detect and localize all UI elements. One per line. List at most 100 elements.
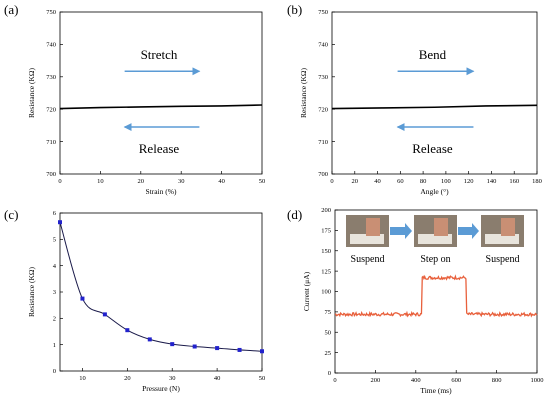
chart-strain: (a) 0 10 20 30 40 50 700 710 720 730 740 750 Strain (… xyxy=(4,2,265,196)
y-axis-title: Current (μA) xyxy=(302,271,311,311)
x-tick-label: 40 xyxy=(214,375,221,382)
phase-label: Suspend xyxy=(486,254,520,265)
y-tick-label: 6 xyxy=(53,210,57,217)
y-axis-title: Resistance (KΩ) xyxy=(299,68,308,118)
panel-label: (a) xyxy=(4,2,18,17)
y-tick-label: 750 xyxy=(318,9,328,16)
y-tick-label: 2 xyxy=(53,316,56,323)
x-tick-label: 10 xyxy=(97,178,104,185)
x-tick-label: 60 xyxy=(397,178,404,185)
y-tick-label: 5 xyxy=(53,237,56,244)
phase-label: Suspend xyxy=(351,254,385,265)
y-axis-title: Resistance (KΩ) xyxy=(27,267,36,317)
photo-paper xyxy=(485,234,519,244)
series-line xyxy=(334,274,538,318)
plot-frame xyxy=(331,11,538,175)
x-axis-title: Time (ms) xyxy=(420,386,452,395)
y-tick-label: 100 xyxy=(321,289,331,296)
chart-pressure: (c) 10 20 30 40 50 0 1 2 3 4 5 6 Pressure (N) Resistan… xyxy=(4,207,265,393)
x-tick-label: 800 xyxy=(492,377,502,384)
x-tick-label: 400 xyxy=(411,377,421,384)
data-point xyxy=(102,312,107,317)
data-point xyxy=(260,349,264,354)
phase-arrow xyxy=(390,223,412,239)
y-tick-label: 730 xyxy=(318,74,328,81)
inset-photo-3 xyxy=(481,215,524,247)
photo-foot xyxy=(366,218,380,236)
inset-photo-2 xyxy=(414,215,457,247)
y-tick-label: 0 xyxy=(328,370,331,377)
x-tick-label: 40 xyxy=(218,178,225,185)
x-tick-label: 20 xyxy=(124,375,131,382)
y-tick-label: 125 xyxy=(321,268,331,275)
panel-label: (b) xyxy=(287,2,302,17)
photo-foot xyxy=(501,218,515,236)
data-point xyxy=(125,328,130,333)
x-tick-label: 20 xyxy=(138,178,145,185)
y-tick-label: 4 xyxy=(53,263,57,270)
x-tick-label: 140 xyxy=(487,178,497,185)
x-axis-title: Strain (%) xyxy=(145,187,177,196)
phase-label: Step on xyxy=(420,254,450,265)
y-tick-label: 50 xyxy=(325,329,332,336)
data-point xyxy=(192,344,197,349)
y-tick-label: 750 xyxy=(46,9,56,16)
series-line xyxy=(331,104,538,110)
photo-paper xyxy=(350,234,384,244)
photo-paper xyxy=(418,234,452,244)
x-tick-label: 120 xyxy=(464,178,474,185)
panel-label: (c) xyxy=(4,207,18,222)
y-tick-label: 25 xyxy=(325,350,332,357)
x-tick-label: 0 xyxy=(330,178,333,185)
series-line xyxy=(59,104,263,110)
photo-foot xyxy=(434,218,448,236)
y-tick-label: 150 xyxy=(321,248,331,255)
y-tick-label: 730 xyxy=(46,74,56,81)
x-tick-label: 20 xyxy=(352,178,359,185)
x-tick-label: 30 xyxy=(178,178,185,185)
y-tick-label: 700 xyxy=(46,171,56,178)
annotation-bottom: Release xyxy=(139,141,180,156)
x-tick-label: 50 xyxy=(259,375,266,382)
y-tick-label: 0 xyxy=(53,368,56,375)
x-tick-label: 200 xyxy=(371,377,381,384)
y-tick-label: 720 xyxy=(46,106,56,113)
x-tick-label: 40 xyxy=(374,178,381,185)
y-tick-label: 740 xyxy=(318,42,328,49)
x-tick-label: 80 xyxy=(420,178,427,185)
inset-photo-1 xyxy=(346,215,389,247)
chart-current: (d) 0 200 400 600 800 1000 0 25 50 75 100 125 150 175 2… xyxy=(287,207,544,395)
data-point xyxy=(237,347,242,352)
x-tick-label: 160 xyxy=(509,178,519,185)
y-tick-label: 200 xyxy=(321,207,331,214)
chart-bend: (b) 0 20 40 60 80 100 120 140 160 180 700 710 720 730 7… xyxy=(287,2,542,196)
y-tick-label: 175 xyxy=(321,228,331,235)
annotation-bottom: Release xyxy=(412,141,453,156)
y-tick-label: 1 xyxy=(53,342,56,349)
data-point xyxy=(215,346,220,351)
x-tick-label: 180 xyxy=(532,178,542,185)
y-tick-label: 710 xyxy=(46,139,56,146)
y-tick-label: 720 xyxy=(318,106,328,113)
annotation-top: Bend xyxy=(419,47,447,62)
annotation-top: Stretch xyxy=(141,47,178,62)
x-tick-label: 1000 xyxy=(531,377,544,384)
x-tick-label: 30 xyxy=(169,375,176,382)
x-tick-label: 600 xyxy=(451,377,461,384)
data-point xyxy=(58,220,62,225)
plot-frame xyxy=(59,212,263,372)
data-point xyxy=(170,342,175,347)
series-line xyxy=(59,222,263,352)
y-tick-label: 710 xyxy=(318,139,328,146)
y-tick-label: 740 xyxy=(46,42,56,49)
y-axis-title: Resistance (KΩ) xyxy=(27,68,36,118)
x-tick-label: 100 xyxy=(441,178,451,185)
x-tick-label: 50 xyxy=(259,178,266,185)
phase-arrow xyxy=(458,223,479,239)
plot-frame xyxy=(59,11,263,175)
y-tick-label: 700 xyxy=(318,171,328,178)
x-tick-label: 0 xyxy=(333,377,336,384)
x-tick-label: 0 xyxy=(58,178,61,185)
y-tick-label: 75 xyxy=(325,309,332,316)
x-axis-title: Angle (°) xyxy=(420,187,449,196)
